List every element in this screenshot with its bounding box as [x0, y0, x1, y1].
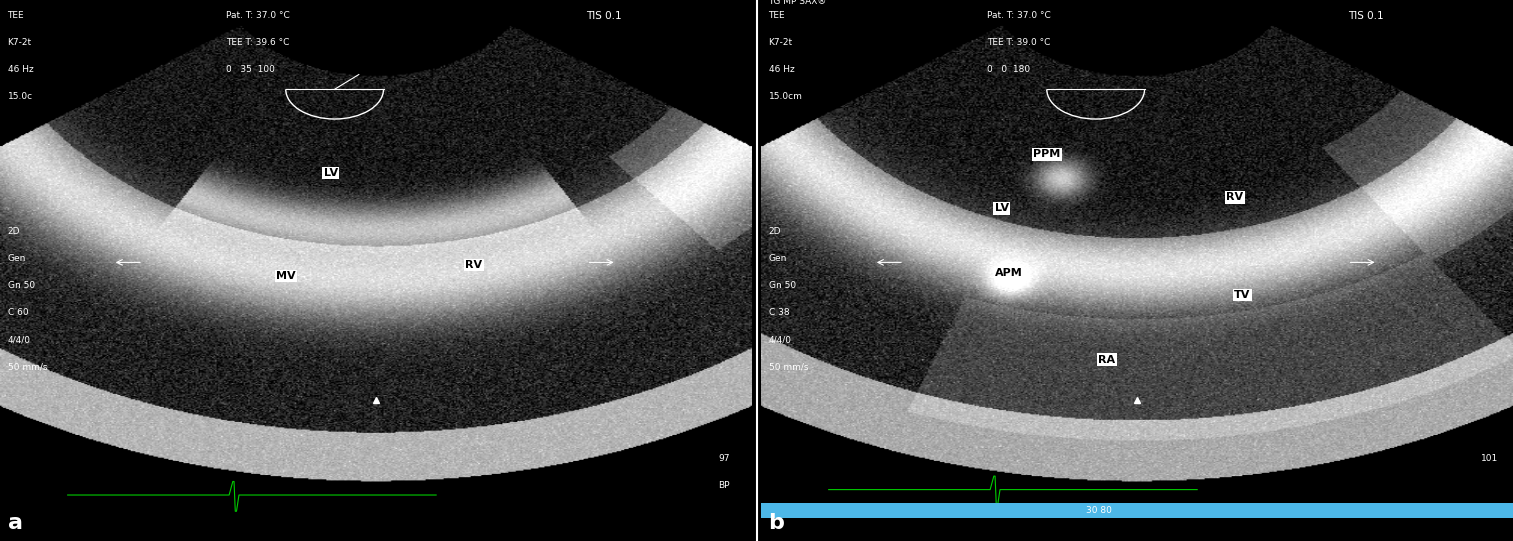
Text: Gn 50: Gn 50 — [769, 281, 796, 291]
Text: C 60: C 60 — [8, 308, 29, 318]
Text: Pat. T: 37.0 °C: Pat. T: 37.0 °C — [986, 11, 1050, 20]
Text: 2D: 2D — [769, 227, 781, 236]
Text: 4/4/0: 4/4/0 — [769, 335, 791, 345]
Text: RV: RV — [1226, 193, 1244, 202]
Text: LV: LV — [324, 168, 337, 178]
Text: TEE: TEE — [8, 11, 24, 20]
Text: TIS 0.1: TIS 0.1 — [587, 11, 622, 21]
Text: Pat. T: 37.0 °C: Pat. T: 37.0 °C — [225, 11, 289, 20]
Text: Gen: Gen — [769, 254, 787, 263]
Text: Gen: Gen — [8, 254, 26, 263]
Text: TIS 0.1: TIS 0.1 — [1348, 11, 1383, 21]
Text: b: b — [769, 513, 784, 533]
Text: TV: TV — [1235, 290, 1250, 300]
Text: TG MP SAX®: TG MP SAX® — [769, 0, 828, 6]
Text: 4/4/0: 4/4/0 — [8, 335, 30, 345]
Text: 46 Hz: 46 Hz — [769, 65, 794, 74]
Text: K7-2t: K7-2t — [769, 38, 793, 47]
Text: TEE: TEE — [769, 11, 785, 20]
Text: 50 mm/s: 50 mm/s — [769, 362, 808, 372]
Text: 30 80: 30 80 — [1086, 506, 1112, 515]
Text: MV: MV — [275, 271, 295, 281]
Text: 101: 101 — [1481, 454, 1498, 464]
Text: 15.0c: 15.0c — [8, 92, 33, 101]
Text: 50 mm/s: 50 mm/s — [8, 362, 47, 372]
Text: Gn 50: Gn 50 — [8, 281, 35, 291]
Text: RA: RA — [1098, 355, 1115, 365]
Text: PPM: PPM — [1033, 149, 1061, 159]
Text: a: a — [8, 513, 23, 533]
Text: 0   35  100: 0 35 100 — [225, 65, 274, 74]
Text: APM: APM — [996, 268, 1023, 278]
Text: 2D: 2D — [8, 227, 20, 236]
Text: 46 Hz: 46 Hz — [8, 65, 33, 74]
Text: LV: LV — [994, 203, 1009, 213]
Text: K7-2t: K7-2t — [8, 38, 32, 47]
Text: 15.0cm: 15.0cm — [769, 92, 802, 101]
Bar — [761, 503, 1513, 518]
Text: BP: BP — [717, 481, 729, 491]
Text: C 38: C 38 — [769, 308, 790, 318]
Text: TEE T: 39.6 °C: TEE T: 39.6 °C — [225, 38, 289, 47]
Text: 0   0  180: 0 0 180 — [986, 65, 1030, 74]
Text: TEE T: 39.0 °C: TEE T: 39.0 °C — [986, 38, 1050, 47]
Text: RV: RV — [464, 260, 483, 270]
Text: 97: 97 — [717, 454, 729, 464]
